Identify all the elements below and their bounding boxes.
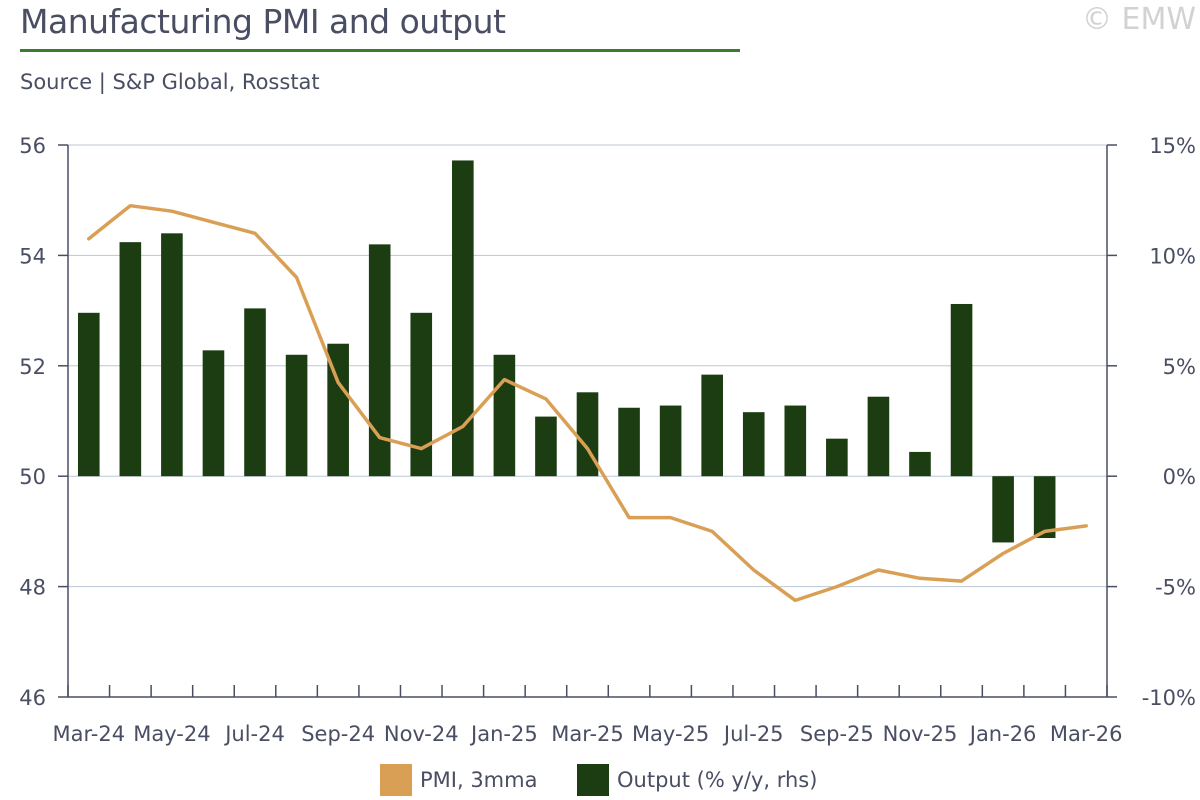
output-bar bbox=[1033, 476, 1056, 539]
legend-swatch-output bbox=[577, 764, 609, 796]
x-axis-tick-label: Jan-25 bbox=[469, 722, 538, 746]
left-axis-tick-label: 56 bbox=[19, 134, 46, 158]
legend-label-output: Output (% y/y, rhs) bbox=[617, 768, 818, 792]
output-bar bbox=[992, 476, 1014, 543]
legend-swatch-pmi bbox=[380, 764, 412, 796]
copyright-watermark: © EMW bbox=[1081, 2, 1196, 37]
output-bar bbox=[285, 354, 308, 477]
x-axis-tick-label: Nov-24 bbox=[384, 722, 459, 746]
left-axis-tick-label: 52 bbox=[19, 355, 46, 379]
left-axis-tick-label: 46 bbox=[19, 686, 46, 710]
x-axis-tick-label: Sep-25 bbox=[800, 722, 874, 746]
output-bar bbox=[410, 312, 433, 477]
legend-item-output: Output (% y/y, rhs) bbox=[577, 764, 817, 796]
title-underline bbox=[20, 49, 740, 52]
output-bar bbox=[826, 438, 848, 477]
output-bar bbox=[493, 354, 516, 477]
chart-legend: PMI, 3mma Output (% y/y, rhs) bbox=[0, 764, 1200, 800]
output-bar bbox=[535, 416, 557, 477]
right-axis-tick-label: 5% bbox=[1163, 355, 1196, 379]
output-bar bbox=[244, 308, 266, 477]
chart-title: Manufacturing PMI and output bbox=[20, 2, 506, 41]
output-bar bbox=[119, 242, 142, 477]
output-bar bbox=[327, 343, 349, 477]
chart-area: 46 -10% 48 -5% 50 0% 52 5% 54 10% 56 15% Mar-24 May-2… bbox=[19, 134, 1196, 746]
output-bar bbox=[867, 396, 890, 477]
output-bar bbox=[701, 374, 723, 477]
x-axis-tick-label: Mar-25 bbox=[551, 722, 624, 746]
x-axis-tick-label: Mar-26 bbox=[1050, 722, 1123, 746]
x-axis-tick-label: Jan-26 bbox=[968, 722, 1037, 746]
left-axis-tick-label: 50 bbox=[19, 465, 46, 489]
output-bar bbox=[950, 303, 973, 477]
x-axis-tick-label: May-24 bbox=[133, 722, 210, 746]
output-bar bbox=[368, 244, 391, 477]
output-bar bbox=[784, 405, 807, 477]
output-bar bbox=[659, 405, 682, 477]
output-bar bbox=[618, 407, 640, 477]
output-bar bbox=[161, 233, 183, 477]
x-axis-tick-label: Mar-24 bbox=[52, 722, 125, 746]
output-bar bbox=[452, 160, 474, 477]
right-axis-tick-label: -10% bbox=[1142, 686, 1196, 710]
right-axis-tick-label: -5% bbox=[1155, 576, 1196, 600]
output-bar bbox=[77, 312, 100, 477]
pmi-line bbox=[87, 203, 1088, 603]
legend-item-pmi: PMI, 3mma bbox=[380, 764, 537, 796]
output-bar bbox=[202, 350, 225, 477]
chart-source: Source | S&P Global, Rosstat bbox=[20, 70, 320, 94]
x-axis-tick-label: May-25 bbox=[632, 722, 709, 746]
x-axis-tick-label: Jul-24 bbox=[223, 722, 285, 746]
output-bar bbox=[742, 412, 765, 477]
x-axis-tick-label: Nov-25 bbox=[883, 722, 958, 746]
x-axis-tick-label: Jul-25 bbox=[722, 722, 784, 746]
right-axis-tick-label: 10% bbox=[1149, 244, 1196, 268]
output-bar bbox=[909, 451, 931, 477]
right-axis-tick-label: 15% bbox=[1149, 134, 1196, 158]
right-axis-tick-label: 0% bbox=[1163, 465, 1196, 489]
legend-label-pmi: PMI, 3mma bbox=[420, 768, 538, 792]
left-axis-tick-label: 48 bbox=[19, 576, 46, 600]
x-axis-tick-label: Sep-24 bbox=[301, 722, 375, 746]
left-axis-tick-label: 54 bbox=[19, 244, 46, 268]
